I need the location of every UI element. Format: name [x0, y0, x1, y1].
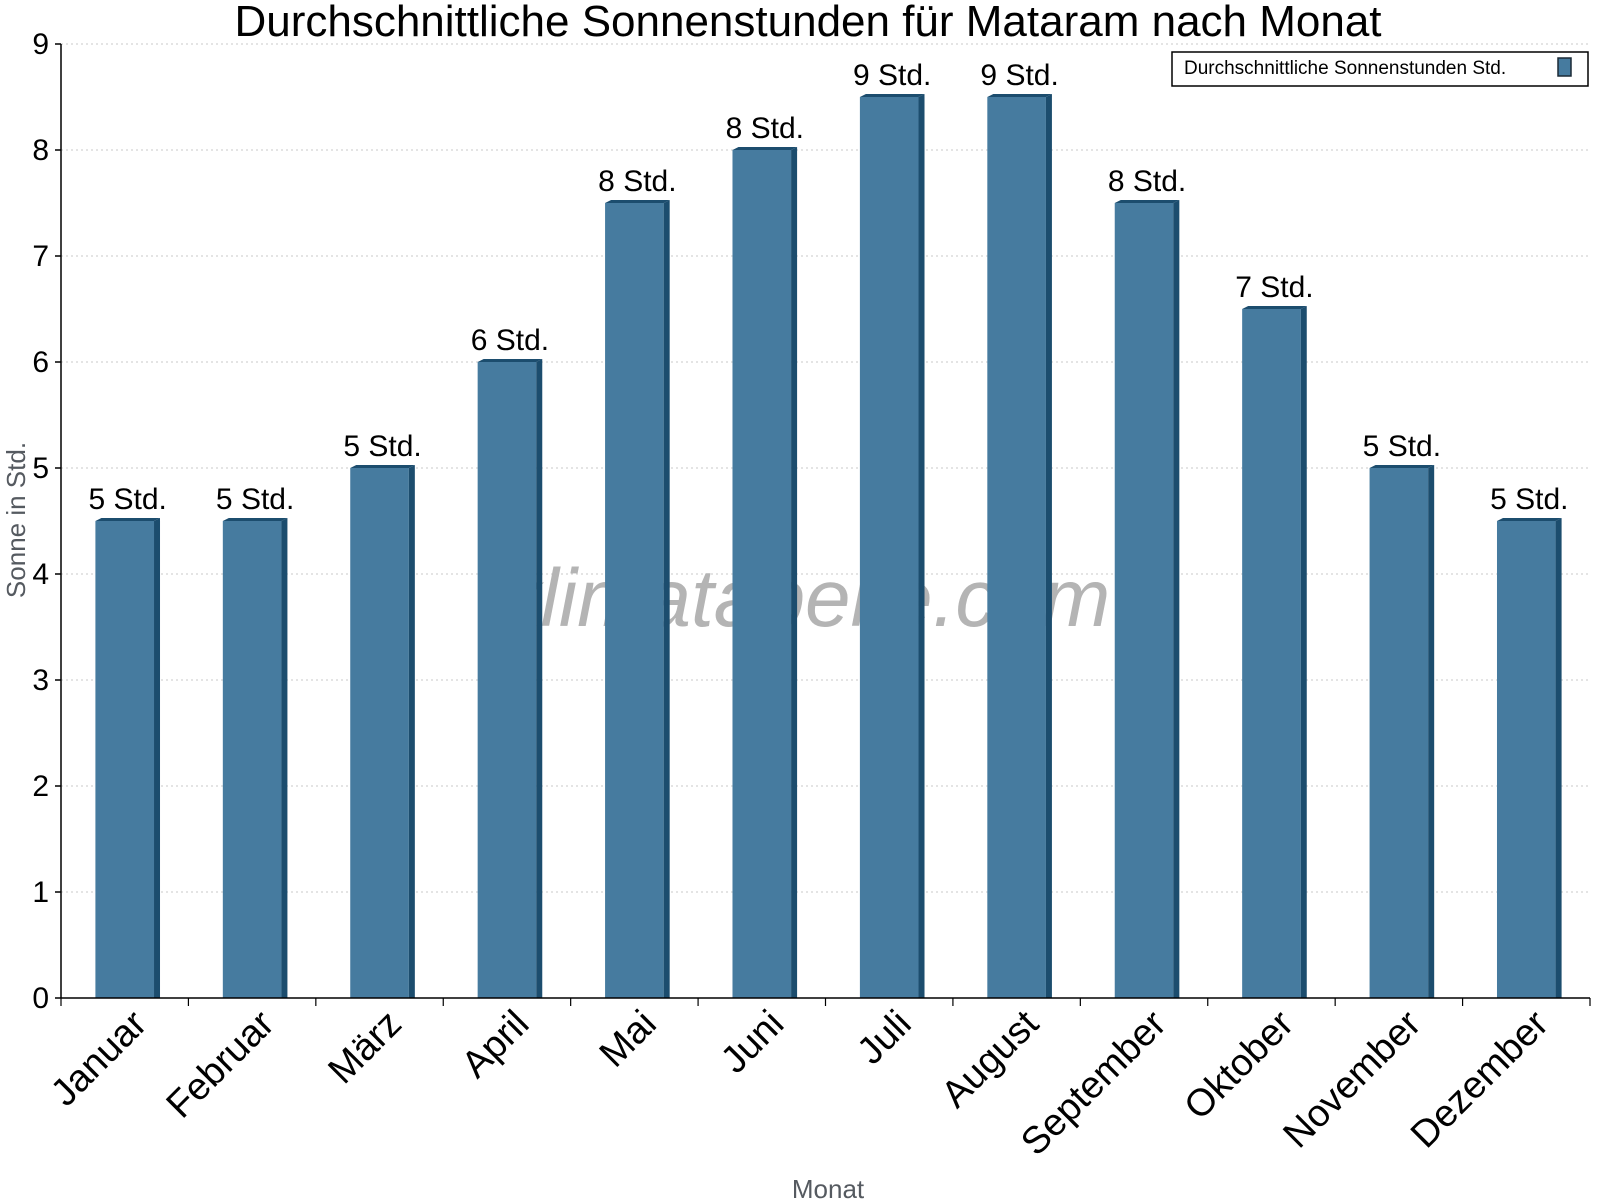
- bar-7: [987, 94, 1052, 998]
- chart-title: Durchschnittliche Sonnenstunden für Mata…: [234, 0, 1381, 46]
- legend-swatch: [1557, 57, 1572, 77]
- value-label-1: 5 Std.: [216, 483, 294, 516]
- bar-top-9: [1242, 306, 1307, 309]
- value-label-2: 5 Std.: [343, 430, 421, 463]
- bar-6: [859, 94, 925, 998]
- value-label-11: 5 Std.: [1490, 483, 1568, 516]
- bar-top-10: [1369, 465, 1435, 468]
- y-tick-label-2: 2: [32, 770, 49, 803]
- bar-side-4: [663, 200, 670, 998]
- y-tick-label-4: 4: [32, 558, 49, 591]
- y-tick-label-1: 1: [32, 876, 49, 909]
- y-tick-label-8: 8: [32, 134, 49, 167]
- value-label-6: 9 Std.: [853, 59, 931, 92]
- y-tick-label-5: 5: [32, 452, 49, 485]
- bar-11: [1496, 518, 1562, 998]
- bar-0: [95, 518, 161, 998]
- bar-top-3: [477, 359, 543, 362]
- bar-front-3: [477, 362, 537, 998]
- value-label-0: 5 Std.: [89, 483, 167, 516]
- bar-side-11: [1555, 518, 1562, 998]
- bar-top-2: [350, 465, 415, 468]
- bar-front-9: [1242, 309, 1301, 998]
- bar-front-0: [95, 521, 155, 998]
- bar-front-5: [732, 150, 792, 998]
- bar-side-8: [1173, 200, 1180, 998]
- bar-5: [732, 147, 798, 998]
- bar-2: [350, 465, 415, 998]
- value-label-8: 8 Std.: [1108, 165, 1186, 198]
- bar-side-2: [408, 465, 415, 998]
- bar-top-0: [95, 518, 161, 521]
- bar-top-8: [1114, 200, 1180, 203]
- bar-8: [1114, 200, 1180, 998]
- bar-front-8: [1114, 203, 1174, 998]
- bar-side-10: [1428, 465, 1435, 998]
- x-axis-title: Monat: [792, 1174, 865, 1200]
- bar-side-7: [1045, 94, 1052, 998]
- bar-side-1: [281, 518, 288, 998]
- y-axis-title: Sonne in Std.: [1, 442, 31, 598]
- y-tick-label-3: 3: [32, 664, 49, 697]
- bar-top-6: [859, 94, 925, 97]
- bar-front-10: [1369, 468, 1429, 998]
- y-tick-label-9: 9: [32, 28, 49, 61]
- bar-side-3: [536, 359, 543, 998]
- value-label-10: 5 Std.: [1363, 430, 1441, 463]
- bar-front-1: [222, 521, 282, 998]
- bars: [95, 94, 1562, 998]
- y-tick-label-6: 6: [32, 346, 49, 379]
- bar-front-6: [859, 97, 919, 998]
- bar-side-6: [918, 94, 925, 998]
- bar-side-5: [791, 147, 798, 998]
- bar-3: [477, 359, 543, 998]
- bar-front-11: [1496, 521, 1556, 998]
- value-label-4: 8 Std.: [598, 165, 676, 198]
- legend-entry-label: Durchschnittliche Sonnenstunden Std.: [1184, 58, 1506, 79]
- value-label-5: 8 Std.: [726, 112, 804, 145]
- value-labels: 5 Std. 5 Std. 5 Std. 6 Std. 8 Std. 8 Std. 9 St…: [89, 59, 1569, 516]
- value-label-3: 6 Std.: [471, 324, 549, 357]
- y-tick-label-7: 7: [32, 240, 49, 273]
- bar-10: [1369, 465, 1435, 998]
- bar-top-4: [605, 200, 670, 203]
- bar-top-11: [1496, 518, 1562, 521]
- bar-side-0: [154, 518, 161, 998]
- bar-top-5: [732, 147, 798, 150]
- y-tick-label-0: 0: [32, 982, 49, 1015]
- bar-4: [605, 200, 670, 998]
- value-label-7: 9 Std.: [980, 59, 1058, 92]
- bar-top-1: [222, 518, 288, 521]
- bar-front-2: [350, 468, 409, 998]
- bar-top-7: [987, 94, 1052, 97]
- bar-1: [222, 518, 288, 998]
- legend: Durchschnittliche Sonnenstunden Std.: [1171, 51, 1589, 87]
- bar-side-9: [1300, 306, 1307, 998]
- legend-box: [1171, 51, 1589, 87]
- bar-front-4: [605, 203, 664, 998]
- value-label-9: 7 Std.: [1235, 271, 1313, 304]
- bar-front-7: [987, 97, 1046, 998]
- bar-9: [1242, 306, 1307, 998]
- y-axis-ticks: 0 1 2 3 4 5 6 7 8 9: [32, 28, 61, 1015]
